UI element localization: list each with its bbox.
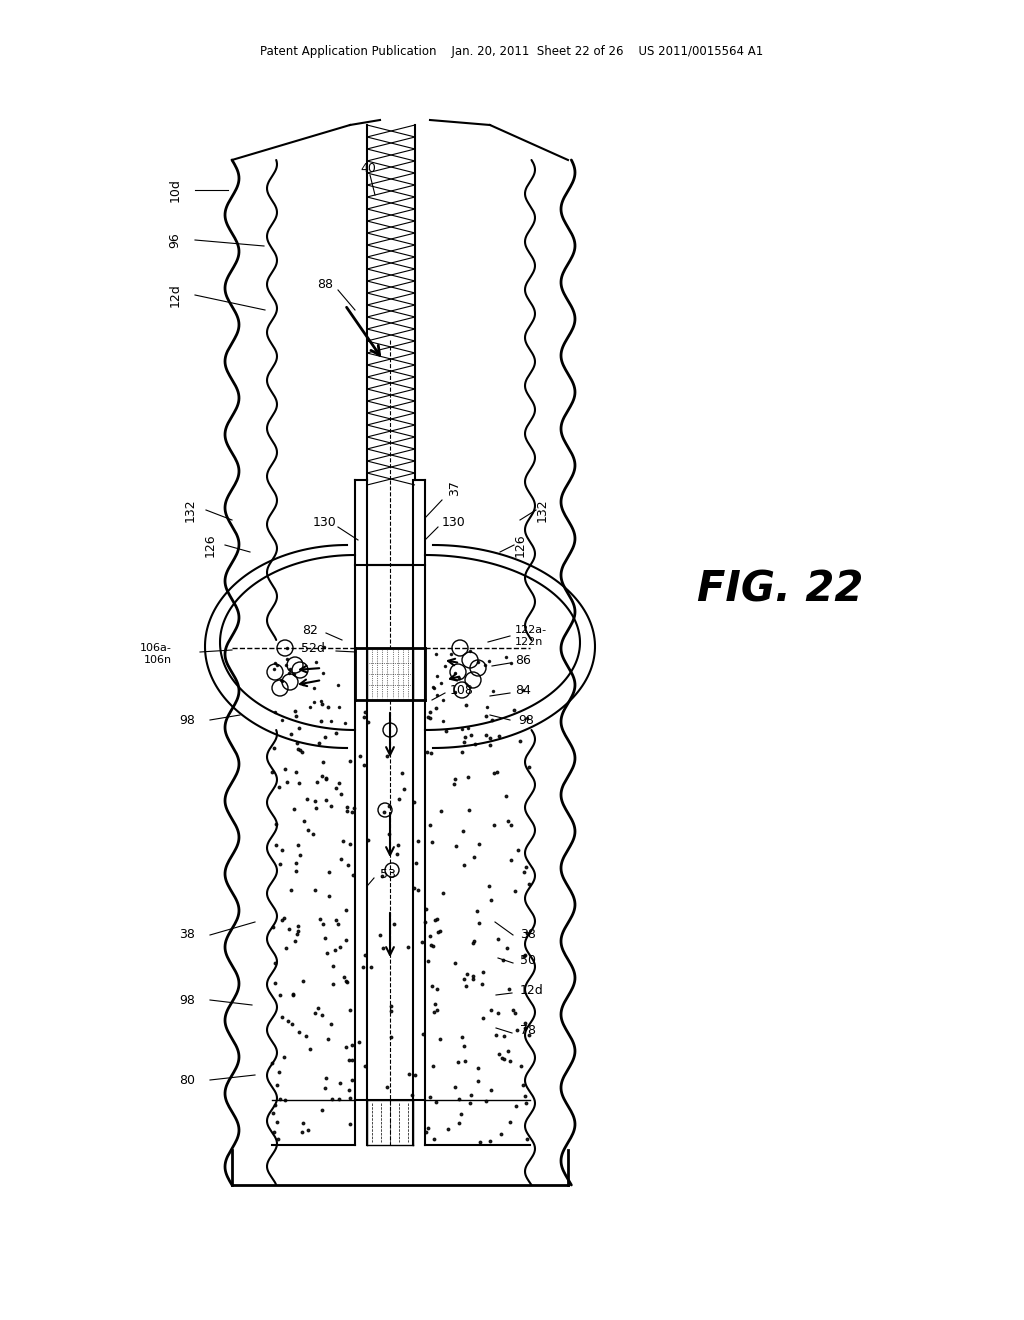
Text: 98: 98 bbox=[518, 714, 534, 726]
Text: 38: 38 bbox=[179, 928, 195, 941]
Text: FIG. 22: FIG. 22 bbox=[696, 569, 863, 611]
Text: 80: 80 bbox=[179, 1073, 195, 1086]
Text: 108: 108 bbox=[450, 684, 474, 697]
Text: 12d: 12d bbox=[520, 983, 544, 997]
Text: 106a-: 106a- bbox=[140, 643, 172, 653]
Text: 82: 82 bbox=[302, 623, 318, 636]
Text: 88: 88 bbox=[317, 279, 333, 292]
Text: 52d: 52d bbox=[301, 642, 325, 655]
Text: 132: 132 bbox=[536, 498, 549, 521]
Text: 132: 132 bbox=[183, 498, 197, 521]
Text: 130: 130 bbox=[442, 516, 466, 529]
Text: 12d: 12d bbox=[169, 282, 181, 306]
Text: 86: 86 bbox=[515, 653, 530, 667]
Text: 78: 78 bbox=[520, 1023, 536, 1036]
Text: 98: 98 bbox=[179, 994, 195, 1006]
Text: 40: 40 bbox=[360, 161, 376, 174]
Text: 10d: 10d bbox=[169, 178, 181, 202]
Text: 37: 37 bbox=[449, 480, 461, 496]
Text: 130: 130 bbox=[313, 516, 337, 529]
Text: 84: 84 bbox=[515, 684, 530, 697]
Text: Patent Application Publication    Jan. 20, 2011  Sheet 22 of 26    US 2011/00155: Patent Application Publication Jan. 20, … bbox=[260, 45, 764, 58]
Text: 122n: 122n bbox=[515, 638, 544, 647]
Text: 126: 126 bbox=[513, 533, 526, 557]
Text: 50: 50 bbox=[520, 953, 536, 966]
Text: 96: 96 bbox=[169, 232, 181, 248]
Text: 122a-: 122a- bbox=[515, 624, 547, 635]
Text: 126: 126 bbox=[204, 533, 216, 557]
Text: 38: 38 bbox=[520, 928, 536, 941]
Text: 53: 53 bbox=[380, 869, 396, 882]
Text: 106n: 106n bbox=[144, 655, 172, 665]
Text: 98: 98 bbox=[179, 714, 195, 726]
